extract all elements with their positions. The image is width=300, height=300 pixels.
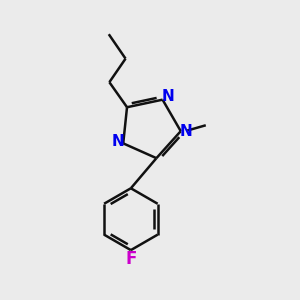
Text: N: N xyxy=(161,89,174,104)
Text: N: N xyxy=(180,124,192,139)
Text: F: F xyxy=(125,250,136,268)
Text: N: N xyxy=(112,134,124,149)
